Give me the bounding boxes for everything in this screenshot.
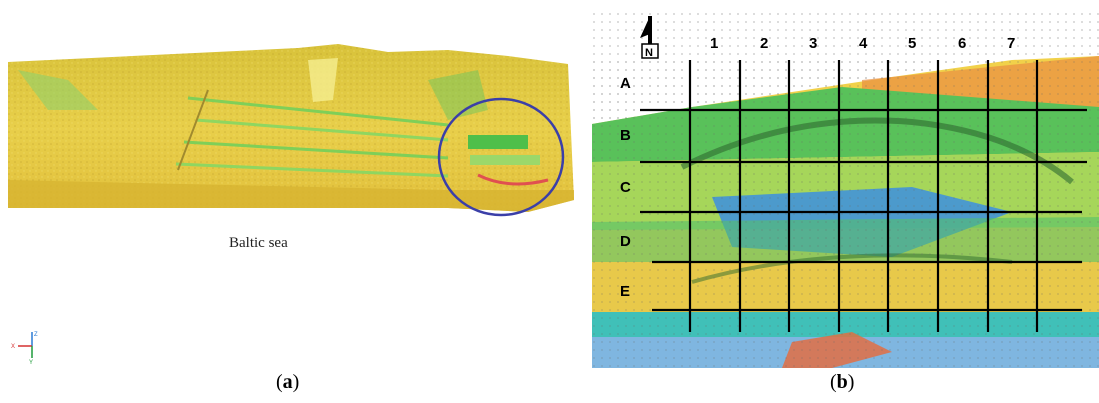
caption-a-open: ( — [276, 371, 283, 393]
column-label-2: 2 — [760, 35, 768, 52]
caption-a-letter: a — [282, 371, 293, 393]
highlight-circle — [437, 97, 565, 217]
caption-b-letter: b — [836, 371, 848, 393]
row-label-a: A — [620, 75, 631, 92]
axis-z-label: Z — [34, 332, 38, 338]
column-label-1: 1 — [710, 35, 718, 52]
svg-text:N: N — [645, 47, 653, 59]
row-label-b: B — [620, 127, 631, 144]
grid-lines — [640, 60, 1087, 332]
slope-shading — [18, 58, 488, 120]
caption-b: (b) — [830, 371, 854, 394]
caption-a-close: ) — [292, 371, 300, 393]
column-label-6: 6 — [958, 35, 966, 52]
caption-b-open: ( — [830, 371, 837, 393]
structure-in-circle — [468, 135, 549, 186]
axis-x-label: X — [11, 344, 15, 350]
column-label-4: 4 — [859, 35, 868, 52]
terrain-3d-view — [8, 44, 574, 217]
row-label-d: D — [620, 233, 631, 250]
column-label-7: 7 — [1007, 35, 1015, 52]
column-label-5: 5 — [908, 35, 916, 52]
axes-indicator-icon: Z X Y — [11, 332, 38, 364]
caption-a: (a) — [276, 371, 299, 394]
row-label-c: C — [620, 179, 631, 196]
caption-b-close: ) — [847, 371, 855, 393]
column-label-3: 3 — [809, 35, 817, 52]
sea-label: Baltic sea — [229, 235, 288, 251]
terrace-steps — [175, 89, 449, 178]
axis-y-label: Y — [29, 360, 33, 364]
row-label-e: E — [620, 283, 630, 300]
grid-map-view: N 1 2 3 4 5 6 7 A B C D E — [592, 12, 1099, 368]
north-arrow-icon: N — [640, 16, 659, 59]
